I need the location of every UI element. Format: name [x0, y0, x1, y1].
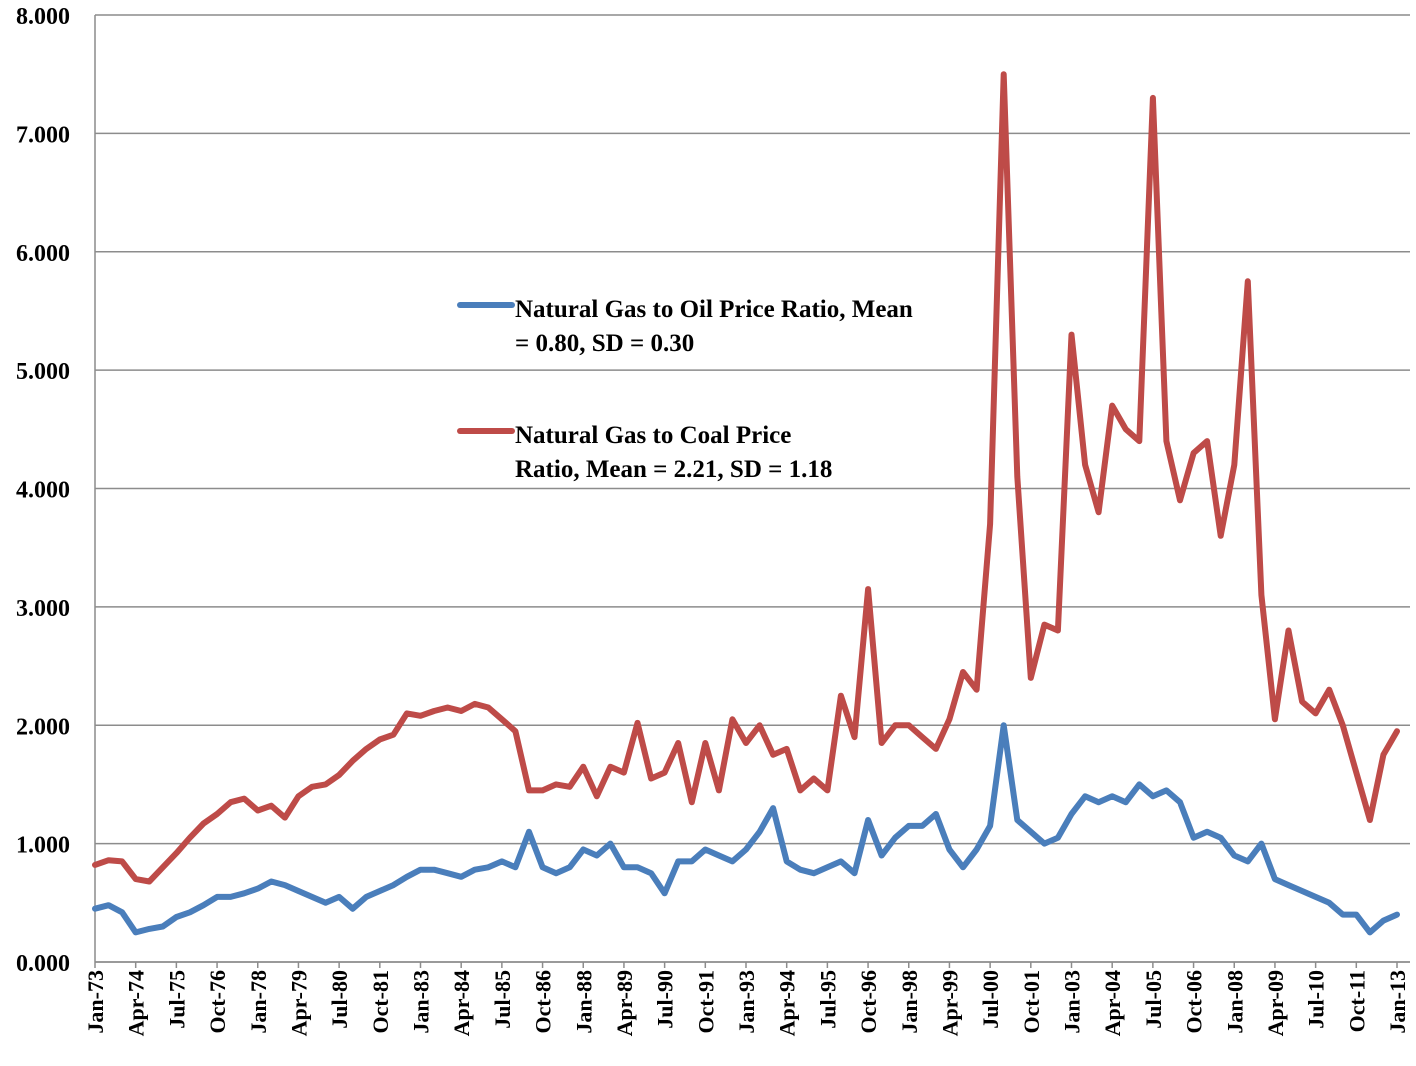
x-tick-label: Jan-78	[246, 970, 271, 1034]
y-tick-label: 0.000	[16, 951, 70, 977]
y-tick-label: 4.000	[16, 478, 70, 504]
x-tick-label: Jan-83	[409, 970, 434, 1034]
x-tick-label: Apr-89	[612, 970, 637, 1036]
x-tick-label: Jul-00	[978, 970, 1003, 1029]
x-tick-label: Jan-98	[897, 970, 922, 1034]
x-tick-label: Oct-11	[1344, 970, 1369, 1032]
x-tick-label: Jan-88	[571, 970, 596, 1034]
x-tick-label: Jul-10	[1304, 970, 1329, 1029]
x-tick-label: Jul-75	[164, 970, 189, 1029]
x-tick-label: Apr-99	[937, 970, 962, 1036]
x-tick-label: Oct-91	[693, 970, 718, 1034]
x-tick-label: Oct-81	[368, 970, 393, 1034]
x-tick-label: Jul-85	[490, 970, 515, 1029]
x-tick-label: Jan-73	[83, 970, 108, 1034]
y-tick-label: 6.000	[16, 241, 70, 267]
y-tick-label: 2.000	[16, 714, 70, 740]
x-tick-label: Apr-94	[775, 970, 800, 1036]
x-tick-label: Apr-79	[286, 970, 311, 1036]
x-tick-label: Jan-03	[1060, 970, 1085, 1034]
x-tick-label: Jul-90	[653, 970, 678, 1029]
x-tick-label: Jul-95	[815, 970, 840, 1029]
y-tick-label: 3.000	[16, 596, 70, 622]
x-tick-label: Oct-96	[856, 970, 881, 1034]
x-tick-label: Jul-05	[1141, 970, 1166, 1029]
x-tick-label: Jan-13	[1385, 970, 1410, 1034]
x-tick-label: Apr-84	[449, 970, 474, 1036]
x-tick-label: Oct-01	[1019, 970, 1044, 1034]
y-tick-label: 1.000	[16, 833, 70, 859]
x-tick-label: Oct-76	[205, 970, 230, 1034]
x-tick-label: Jan-93	[734, 970, 759, 1034]
line-series	[92, 722, 1400, 936]
x-tick-label: Apr-74	[124, 970, 149, 1036]
x-tick-label: Oct-06	[1182, 970, 1207, 1034]
y-tick-label: 8.000	[16, 4, 70, 30]
x-tick-label: Apr-04	[1100, 970, 1125, 1036]
x-tick-label: Apr-09	[1263, 970, 1288, 1036]
x-tick-label: Oct-86	[531, 970, 556, 1034]
y-tick-label: 5.000	[16, 359, 70, 385]
x-tick-label: Jan-08	[1222, 970, 1247, 1034]
legend-label: Natural Gas to Oil Price Ratio, Mean = 0…	[515, 296, 913, 357]
line-series	[92, 71, 1400, 885]
legend-label: Natural Gas to Coal Price Ratio, Mean = …	[515, 422, 833, 483]
x-tick-label: Jul-80	[327, 970, 352, 1029]
y-tick-label: 7.000	[16, 122, 70, 148]
